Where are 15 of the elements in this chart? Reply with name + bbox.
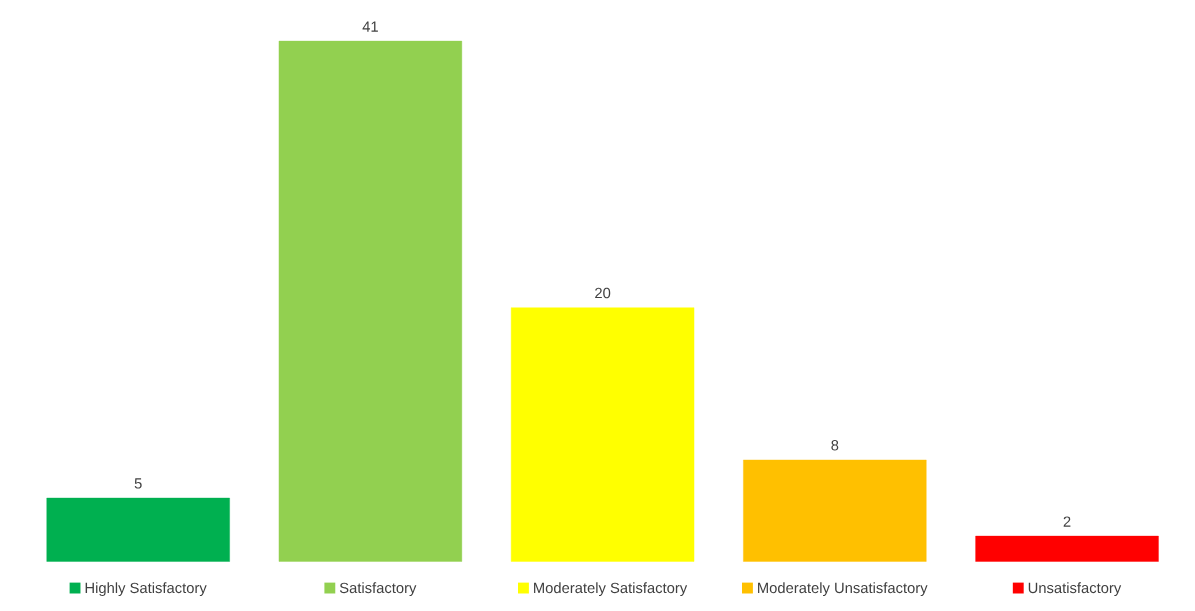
- x-tick-label: Moderately Satisfactory: [534, 582, 688, 597]
- bar: [975, 535, 1159, 562]
- bar: [46, 497, 230, 562]
- x-tick-label: Unsatisfactory: [1028, 582, 1122, 597]
- data-label: 5: [134, 478, 142, 489]
- bar: [510, 307, 695, 562]
- data-label: 2: [1063, 516, 1071, 527]
- bar: [278, 40, 463, 562]
- x-tick-label: Highly Satisfactory: [85, 582, 207, 597]
- data-label: 20: [595, 287, 611, 299]
- data-label: 41: [362, 21, 378, 32]
- bar: [743, 459, 927, 562]
- x-tick-label: Satisfactory: [339, 582, 417, 597]
- data-label: 8: [831, 440, 839, 451]
- x-tick-label: Moderately Unsatisfactory: [758, 582, 928, 597]
